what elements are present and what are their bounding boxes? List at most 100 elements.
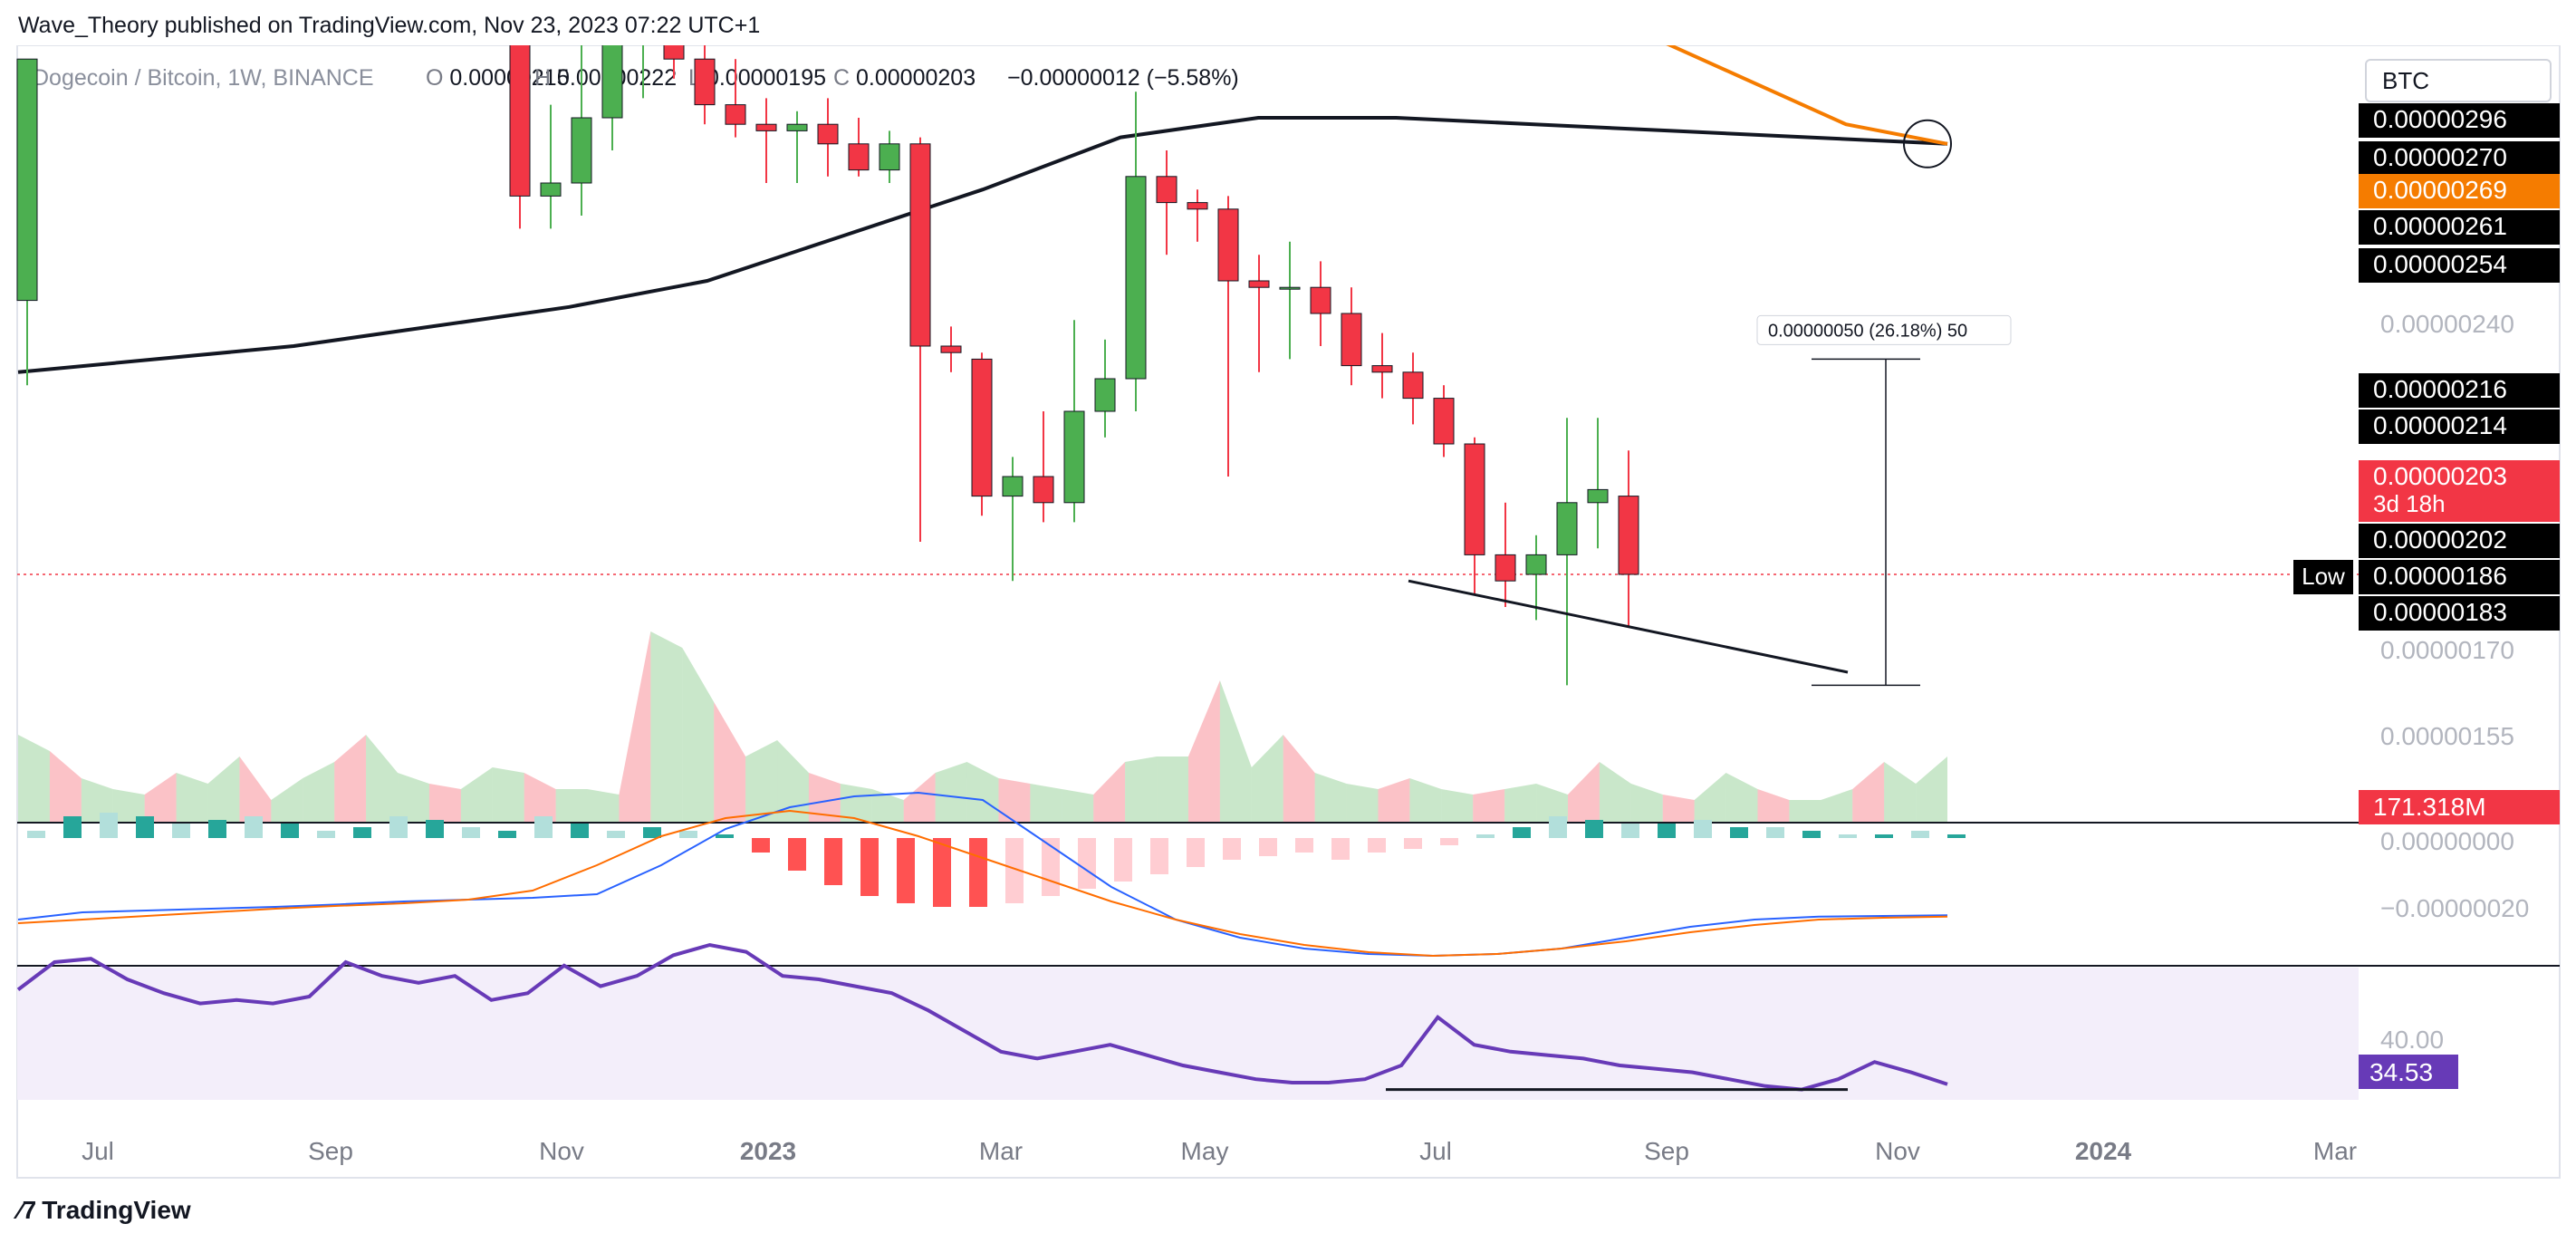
macd-histogram-bar — [1911, 831, 1929, 838]
macd-histogram-bar — [353, 827, 371, 838]
price-label: 0.00000269 — [2373, 176, 2507, 204]
candle-body — [1063, 410, 1085, 504]
volume-segment — [366, 735, 399, 822]
volume-segment — [1030, 784, 1062, 822]
levels-layer — [17, 573, 2359, 575]
price-label: 0.00000183 — [2373, 598, 2507, 626]
price-label: 0.00000254 — [2373, 250, 2507, 278]
macd-histogram-bar — [716, 834, 734, 838]
candle-body — [540, 182, 562, 197]
volume-segment — [998, 778, 1031, 822]
candle-body — [1433, 398, 1455, 445]
macd-histogram-bar — [100, 813, 118, 838]
macd-histogram-bar — [389, 816, 408, 838]
volume-segment — [112, 789, 145, 822]
volume-segment — [524, 773, 556, 822]
candle-body — [694, 58, 716, 106]
rsi-band — [17, 968, 2359, 1100]
macd-histogram-bar — [1621, 824, 1639, 838]
volume-segment — [239, 756, 272, 822]
volume-segment — [1536, 784, 1568, 822]
macd-histogram-bar — [245, 816, 263, 838]
volume-segment — [682, 648, 715, 822]
volume-segment — [398, 773, 429, 822]
macd-histogram-bar — [1766, 827, 1784, 838]
x-axis-label: Mar — [979, 1137, 1023, 1165]
macd-histogram-bar — [281, 824, 299, 838]
volume-segment — [1884, 762, 1917, 822]
volume-segment — [18, 735, 50, 822]
macd-histogram-bar — [208, 820, 226, 838]
ohlc-change: −0.00000012 (−5.58%) — [1007, 65, 1239, 91]
volume-segment — [334, 735, 367, 822]
candle-body — [940, 345, 962, 353]
volume-segment — [1346, 784, 1379, 822]
volume-segment — [966, 762, 999, 822]
ohlc-open: O 0.00000215 — [426, 65, 570, 91]
price-label-box — [2359, 174, 2560, 208]
candle-body — [1310, 286, 1331, 314]
candle-body — [971, 358, 993, 497]
macd-histogram-bar — [1476, 834, 1495, 838]
x-axis-label: Sep — [308, 1137, 353, 1165]
currency-label: BTC — [2382, 67, 2429, 94]
price-label: 0.00000186 — [2373, 562, 2507, 590]
candle-body — [817, 123, 839, 145]
volume-segment — [714, 702, 746, 822]
volume-segment — [903, 773, 936, 822]
macd-histogram-bar — [317, 831, 335, 838]
price-label-box — [2359, 373, 2560, 408]
axis-layer: 0.00000296 0.00000270 0.00000269 0.00000261… — [82, 103, 2560, 1165]
price-label-box — [2359, 596, 2560, 631]
ema-200-line — [17, 116, 1948, 374]
tradingview-logo[interactable]: ⁄7 TradingView — [18, 1196, 191, 1225]
candle-body — [1279, 286, 1301, 290]
macd-histogram-bar — [1078, 838, 1096, 889]
currency-badge[interactable]: BTC — [2365, 59, 2552, 102]
macd-histogram-bar — [1187, 838, 1205, 867]
price-axis-tick: 0.00000155 — [2380, 722, 2514, 750]
macd-histogram-bar — [1585, 820, 1603, 838]
candle-body — [1248, 280, 1270, 288]
price-label-box — [2359, 410, 2560, 444]
volume-segment — [1504, 784, 1537, 822]
volume-segment — [1725, 773, 1758, 822]
macd-histogram-bar — [462, 827, 480, 838]
candle-body — [755, 123, 777, 131]
macd-histogram-bar — [1875, 834, 1893, 838]
macd-histogram-bar — [498, 831, 516, 838]
top-bar: Wave_Theory published on TradingView.com… — [0, 0, 2576, 45]
macd-histogram-bar — [933, 838, 951, 907]
rsi-value-box — [2359, 1055, 2458, 1089]
volume-segment — [619, 631, 651, 822]
price-countdown: 3d 18h — [2373, 490, 2446, 517]
volume-segment — [745, 740, 778, 822]
volume-segment — [1157, 756, 1188, 822]
price-label: 0.00000261 — [2373, 212, 2507, 240]
volume-segment — [777, 740, 809, 822]
macd-histogram-bar — [788, 838, 806, 871]
volume-segment — [1378, 778, 1410, 822]
price-label-box — [2359, 210, 2560, 245]
candle-body — [601, 45, 623, 119]
macd-histogram-bar — [571, 824, 589, 838]
volume-segment — [650, 631, 683, 822]
candle-body — [1402, 371, 1424, 400]
volume-segment — [808, 773, 841, 822]
candle-body — [1033, 476, 1054, 504]
macd-histogram-bar — [1440, 838, 1458, 845]
ema-50-line — [1666, 45, 1948, 146]
macd-histogram-bar — [824, 838, 842, 885]
price-label: 0.00000202 — [2373, 525, 2507, 554]
author-line: Wave_Theory published on TradingView.com… — [18, 13, 761, 38]
macd-histogram-bar — [1947, 834, 1966, 838]
macd-line — [17, 791, 1948, 958]
x-axis-label: 2024 — [2075, 1137, 2132, 1165]
volume-segment — [1694, 773, 1726, 822]
ema-cross-circle — [1903, 119, 1952, 169]
volume-segment — [1093, 762, 1126, 822]
x-axis-label: Sep — [1644, 1137, 1689, 1165]
x-axis-label: Jul — [1419, 1137, 1452, 1165]
price-label: 0.00000214 — [2373, 411, 2507, 439]
volume-segment — [1630, 784, 1663, 822]
